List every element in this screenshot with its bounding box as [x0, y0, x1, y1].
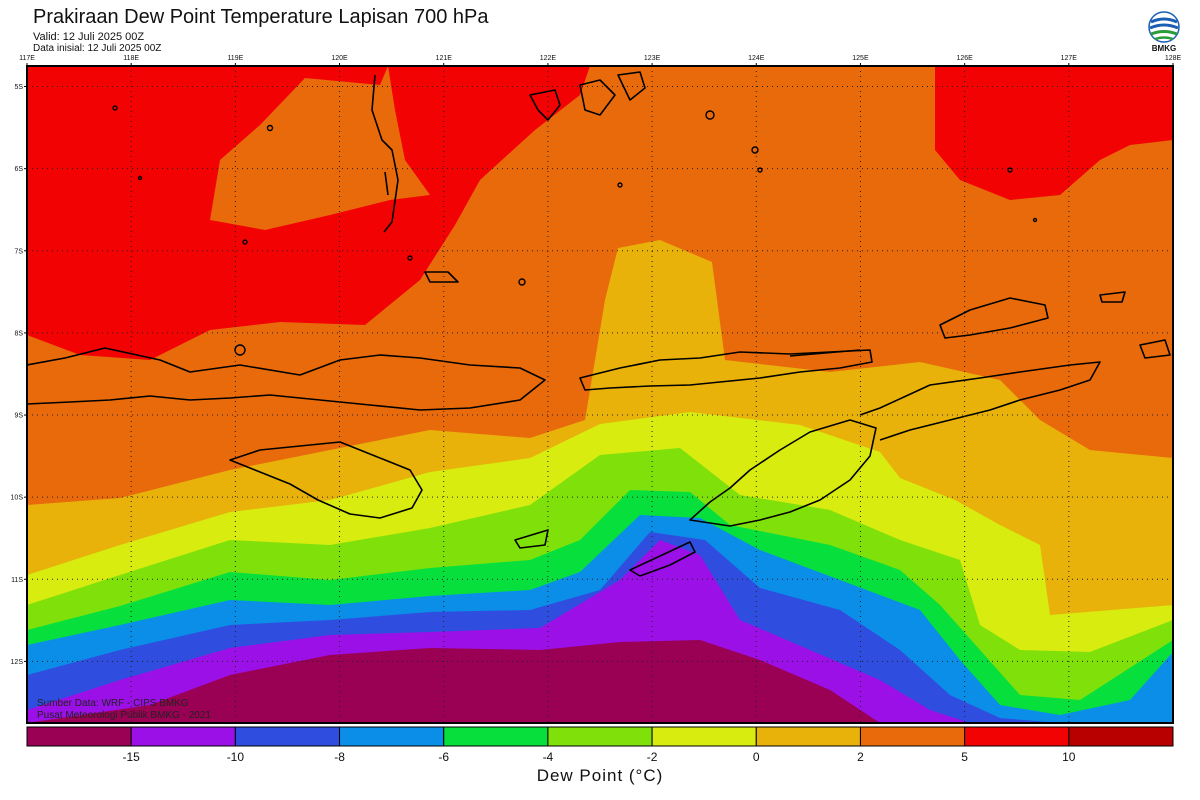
colorbar-tick-label: -4 — [543, 750, 554, 764]
data-source-credit: Sumber Data: WRF - CIPS BMKG — [37, 698, 189, 709]
coast-wakatobi — [579, 79, 616, 116]
coast-sulawesi — [371, 74, 399, 233]
lon-tick-label: 126E — [956, 55, 973, 62]
coast-tanahjampea — [424, 271, 459, 283]
colorbar-segment — [964, 726, 1070, 747]
colorbar-ticks: -15 -10 -8 -6 -4 -2 0 2 5 10 — [123, 750, 1076, 764]
colorbar-tick-label: -8 — [334, 750, 345, 764]
colorbar-tick-label: -6 — [438, 750, 449, 764]
colorbar-tick-label: -2 — [647, 750, 658, 764]
coast-sumba — [229, 441, 423, 519]
coast-sabu — [514, 529, 549, 549]
lon-tick-label: 128E — [1165, 55, 1182, 62]
island-dot — [518, 278, 526, 286]
lon-tick-label: 117E — [19, 55, 35, 62]
island-dot — [266, 124, 274, 132]
colorbar-segment — [547, 726, 653, 747]
colorbar-tick-label: -15 — [123, 750, 141, 764]
coast-timor-east — [859, 361, 1101, 441]
lon-tick-label: 127E — [1061, 55, 1078, 62]
colorbar-tick-label: 10 — [1062, 750, 1076, 764]
colorbar-segments — [26, 726, 1174, 747]
band-5-10-corner — [27, 66, 60, 90]
bmkg-logo-icon — [1148, 11, 1180, 43]
valid-time: Valid: 12 Juli 2025 00Z — [33, 31, 145, 43]
coast-babar — [1099, 291, 1126, 303]
island-dot — [234, 344, 246, 356]
island-dot — [1007, 167, 1013, 173]
initial-data-time: Data inisial: 12 Juli 2025 00Z — [33, 43, 162, 54]
lat-tick-label: 7S — [14, 248, 23, 255]
coast-timor — [689, 419, 877, 527]
map-axes: 117E 118E 119E 120E 121E 122E 123E 124E 125E 126E… — [11, 55, 1182, 666]
colorbar-segment — [1068, 726, 1174, 747]
coast-wetar — [939, 297, 1049, 339]
lat-tick-label: 10S — [11, 495, 24, 502]
colorbar-tick-label: 2 — [857, 750, 864, 764]
coast-selayar — [384, 171, 389, 196]
band-below-neg15 — [27, 640, 880, 723]
lat-tick-label: 12S — [11, 659, 24, 666]
bmkg-logo: BMKG — [1144, 10, 1184, 56]
island-dot — [1032, 217, 1038, 223]
colorbar-tick-label: 0 — [753, 750, 760, 764]
island-dot — [757, 167, 763, 173]
island-dot — [617, 182, 623, 188]
colorbar-title: Dew Point (°C) — [536, 766, 664, 785]
lat-tick-label: 6S — [14, 166, 23, 173]
island-dot — [112, 105, 118, 111]
coastlines — [27, 71, 1171, 577]
bmkg-logo-text: BMKG — [1151, 44, 1177, 53]
lon-tick-label: 125E — [852, 55, 869, 62]
colorbar-segment — [443, 726, 549, 747]
coast-banda — [617, 71, 646, 101]
colorbar-tick-label: -10 — [227, 750, 245, 764]
island-dot — [407, 255, 413, 261]
lon-tick-label: 121E — [436, 55, 453, 62]
coast-lombok-sumbawa — [27, 347, 546, 411]
lon-tick-label: 123E — [644, 55, 661, 62]
lat-tick-label: 9S — [14, 413, 23, 420]
colorbar-segment — [234, 726, 341, 747]
lon-tick-label: 120E — [331, 55, 348, 62]
map-frame — [26, 65, 1174, 724]
lon-tick-label: 118E — [123, 55, 139, 62]
colorbar-segment — [859, 726, 966, 747]
island-dot — [137, 175, 143, 181]
lon-tick-label: 119E — [227, 55, 243, 62]
coast-southwest-islands — [1139, 339, 1171, 359]
colorbar-segment — [26, 726, 132, 747]
map-gridlines — [27, 66, 1173, 723]
band-5-10-west — [27, 66, 455, 360]
lon-tick-label: 124E — [748, 55, 765, 62]
band-5-10-east — [935, 66, 1173, 200]
island-dot — [242, 239, 248, 245]
small-islands — [112, 105, 1038, 356]
island-dot — [705, 110, 715, 120]
lat-tick-label: 11S — [11, 577, 23, 584]
lon-tick-label: 122E — [540, 55, 557, 62]
coast-buton-islands — [529, 89, 561, 121]
coast-flores — [579, 349, 873, 391]
lat-tick-label: 5S — [14, 84, 23, 91]
coast-rote — [629, 541, 696, 577]
island-dot — [751, 146, 759, 154]
colorbar-segment — [755, 726, 861, 747]
coast-alor — [789, 349, 861, 357]
colorbar-segment — [130, 726, 236, 747]
lat-tick-label: 8S — [14, 330, 23, 337]
chart-title: Prakiraan Dew Point Temperature Lapisan … — [33, 6, 489, 28]
colorbar-segment — [339, 726, 445, 747]
publisher-credit: Pusat Meteorologi Publik BMKG - 2021 — [37, 710, 211, 721]
colorbar-segment — [651, 726, 757, 747]
band-5-10-north — [388, 66, 590, 225]
colorbar-tick-label: 5 — [961, 750, 968, 764]
